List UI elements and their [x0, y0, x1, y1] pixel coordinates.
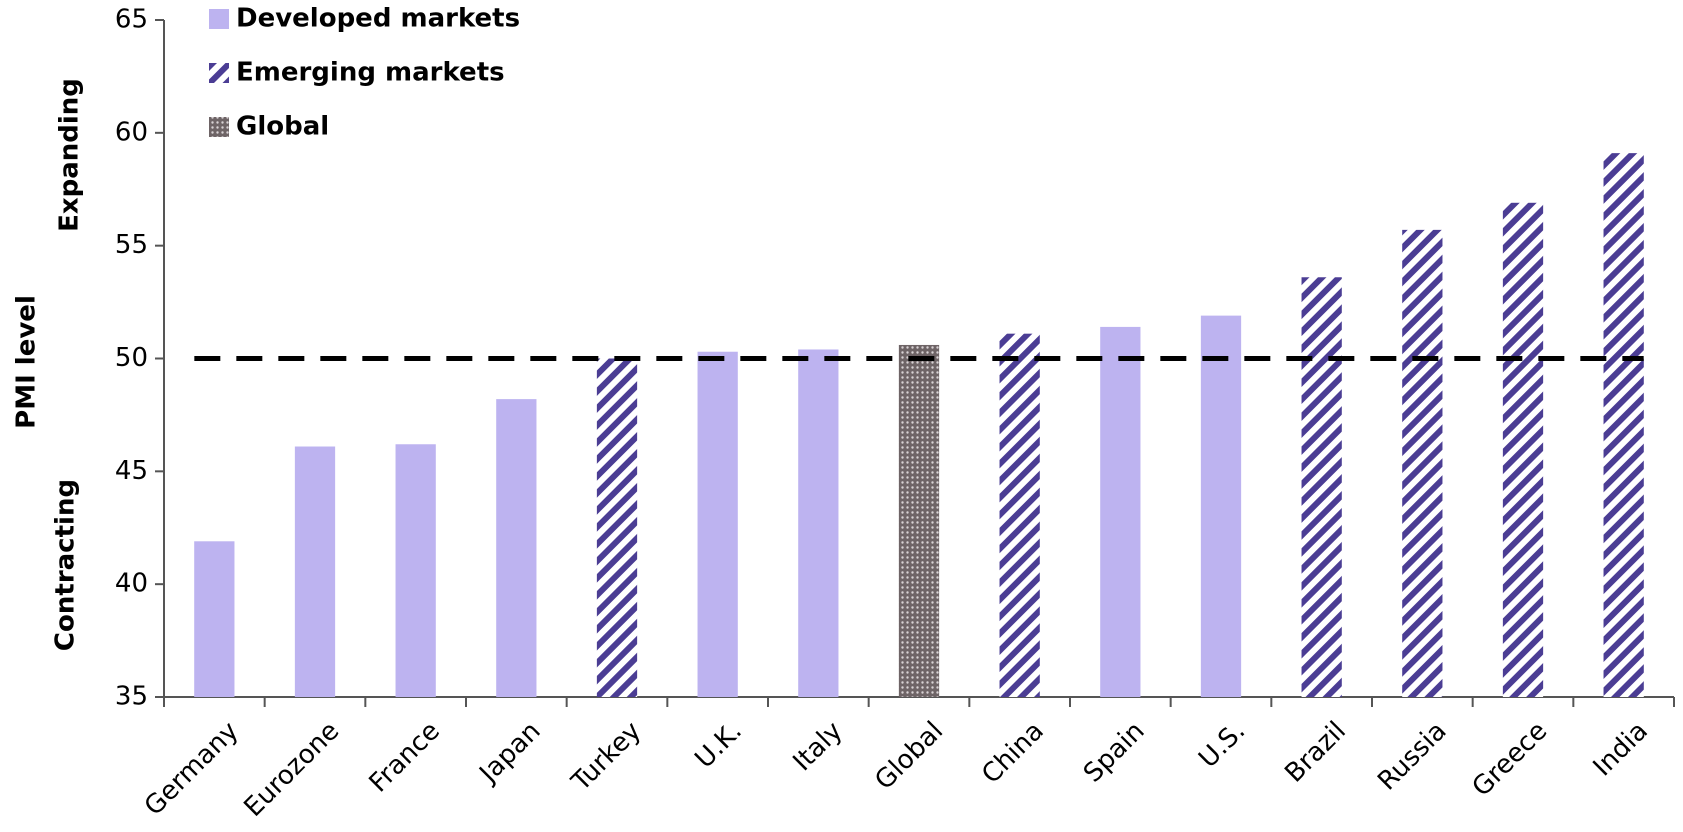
- bar: [898, 344, 940, 697]
- legend-swatch: [209, 63, 229, 83]
- bar: [1603, 153, 1644, 698]
- x-tick-label: Japan: [473, 716, 547, 790]
- y-tick-label: 65: [115, 5, 148, 35]
- bar: [697, 351, 738, 697]
- bar: [999, 333, 1040, 697]
- y-tick-label: 45: [115, 456, 148, 486]
- bar: [1200, 315, 1242, 697]
- x-tick-label: France: [364, 716, 446, 798]
- x-tick-label: India: [1588, 716, 1654, 782]
- bar: [1502, 202, 1544, 698]
- x-tick-label: Italy: [787, 716, 848, 777]
- bar: [1100, 326, 1141, 697]
- x-tick-label: Germany: [139, 716, 245, 822]
- x-tick-label: Spain: [1078, 716, 1151, 789]
- x-tick-label: Global: [869, 716, 949, 796]
- x-tick-label: Brazil: [1279, 716, 1352, 789]
- bar: [496, 399, 537, 697]
- annotation: Expanding: [55, 78, 85, 232]
- y-axis-label: PMI level: [12, 295, 42, 429]
- legend-swatch: [209, 9, 229, 29]
- bar: [1402, 229, 1443, 697]
- legend-swatch: [209, 117, 229, 137]
- y-tick-label: 50: [115, 343, 148, 373]
- x-tick-label: Russia: [1372, 716, 1452, 796]
- bar: [1301, 277, 1342, 697]
- legend-label: Global: [236, 112, 329, 142]
- x-tick-label: Eurozone: [239, 716, 346, 823]
- y-tick-label: 60: [115, 117, 148, 147]
- y-tick-label: 55: [115, 230, 148, 260]
- y-tick-label: 40: [115, 569, 148, 599]
- x-tick-label: Greece: [1467, 716, 1554, 803]
- bar: [798, 349, 839, 697]
- x-tick-label: U.K.: [690, 716, 748, 774]
- x-tick-label: U.S.: [1193, 716, 1251, 774]
- y-tick-label: 35: [115, 682, 148, 712]
- bar: [395, 444, 436, 697]
- bar: [596, 358, 638, 697]
- legend-label: Emerging markets: [236, 58, 505, 88]
- x-tick-label: Turkey: [565, 716, 647, 798]
- annotation: Contracting: [51, 479, 81, 651]
- legend-label: Developed markets: [236, 4, 520, 34]
- bar: [194, 541, 235, 697]
- bar: [294, 446, 336, 697]
- x-tick-label: China: [976, 716, 1050, 790]
